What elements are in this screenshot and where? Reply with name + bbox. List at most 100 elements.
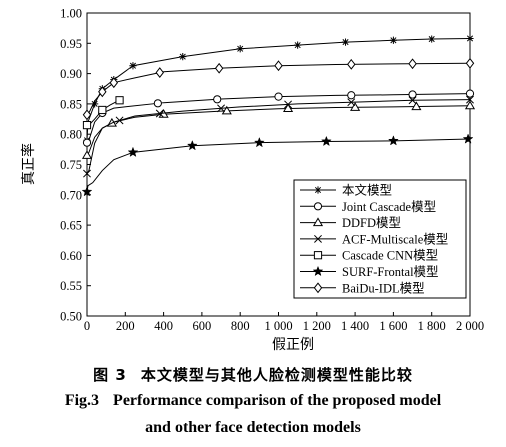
triangle-marker [350,102,361,111]
circle-marker [465,89,475,98]
star-marker [127,146,139,158]
x-marker [347,98,356,107]
x-marker [314,234,322,243]
triangle-marker [81,150,93,159]
square-marker [98,105,107,115]
legend: 本文模型 Joint Cascade模型 DDFD模型 ACF-Multiscale模… [293,179,467,299]
x-marker [284,100,293,109]
legend-label: ACF-Multiscale模型 [342,232,448,246]
legend-entry: BaiDu-IDL模型 [300,281,425,295]
diamond-marker [82,109,92,121]
series-line [86,93,471,143]
triangle-marker [221,105,232,115]
y-tick-label: 0.80 [60,128,82,142]
square-marker [82,121,92,130]
series-line [86,105,471,156]
y-tick-label: 0.50 [60,310,82,324]
series-square [82,96,124,130]
legend-label: Cascade CNN模型 [342,249,438,263]
diamond-marker [274,60,283,72]
figure-number-cn: 图 3 [93,366,127,384]
series-star [81,133,474,197]
star-marker [81,186,93,197]
y-tick-label: 0.65 [60,219,82,233]
legend-entry: Cascade CNN模型 [300,249,438,263]
x-axis-label: 假正例 [272,337,314,353]
x-marker [83,169,91,178]
star-marker [312,265,324,277]
series-line [86,37,471,141]
series-asterisk [83,34,474,144]
star-marker [462,133,474,144]
asterisk-marker [91,100,99,108]
x-marker [155,109,164,118]
diamond-marker [313,282,323,294]
y-tick-label: 0.70 [60,188,82,202]
diamond-marker [347,58,356,70]
series-line [86,62,471,116]
figure-caption-english-line2: and other face detection models [145,419,361,436]
x-tick-label: 600 [193,319,212,333]
legend-label: SURF-Frontal模型 [342,265,439,279]
series-triangle [81,100,476,159]
series-layer [81,34,476,197]
diamond-marker [98,86,107,98]
star-marker [253,136,265,148]
triangle-marker [283,103,294,113]
x-tick-label: 1 800 [418,319,446,333]
legend-entry: DDFD模型 [300,216,401,230]
diamond-marker [109,77,119,89]
figure-number-en: Fig.3 [64,392,100,409]
circle-marker [82,138,92,147]
triangle-marker [312,217,324,227]
y-tick-label: 0.60 [60,249,82,263]
legend-label: DDFD模型 [342,216,401,230]
x-tick-label: 2 000 [456,319,484,333]
star-marker [320,135,332,147]
triangle-marker [464,100,476,110]
x-axis: 0 200 400 600 800 1 000 1 200 1 400 1 600 1 800 2 … [84,312,484,333]
y-tick-label: 0.90 [60,67,82,81]
x-marker [466,95,474,104]
x-tick-label: 0 [84,319,90,333]
y-tick-label: 0.95 [60,37,82,51]
legend-label: Joint Cascade模型 [342,200,436,214]
asterisk-marker [236,45,244,53]
triangle-marker [411,101,422,111]
y-axis: 0.50 0.55 0.60 0.65 0.70 0.75 0.80 0.85 0.90 0.95… [60,7,91,324]
line-chart: 0 200 400 600 800 1 000 1 200 1 400 1 600 1 800 2 … [20,7,484,354]
asterisk-marker [129,62,137,70]
y-tick-label: 1.00 [60,7,82,21]
square-marker [115,96,124,105]
legend-entry: SURF-Frontal模型 [300,265,439,279]
circle-marker [313,202,323,211]
star-marker [387,135,399,146]
x-tick-label: 800 [231,319,250,333]
legend-label: BaiDu-IDL模型 [342,281,425,295]
x-marker [217,104,226,113]
x-marker [115,116,124,125]
circle-marker [213,95,222,104]
y-tick-label: 0.75 [60,158,82,172]
x-tick-label: 400 [154,319,173,333]
series-x [83,95,474,178]
figure-title-en-line1: Performance comparison of the proposed m… [113,392,442,409]
x-tick-label: 1 000 [264,319,292,333]
x-tick-label: 1 200 [303,319,331,333]
diamond-marker [465,57,475,69]
series-circle [82,89,475,147]
circle-marker [274,92,283,101]
y-axis-label: 真正率 [20,143,37,185]
x-tick-label: 1 600 [379,319,407,333]
asterisk-marker [341,38,350,46]
figure-caption-chinese: 图 3 本文模型与其他人脸检测模型性能比较 [0,364,506,385]
x-marker [408,96,417,105]
y-tick-label: 0.55 [60,279,82,293]
asterisk-marker [179,53,187,61]
figure-caption-english-line1: Fig.3 Performance comparison of the propo… [0,392,506,410]
diamond-marker [155,67,165,79]
x-tick-label: 1 400 [341,319,369,333]
asterisk-marker [294,41,302,49]
asterisk-marker [389,36,397,44]
square-marker [313,251,323,260]
